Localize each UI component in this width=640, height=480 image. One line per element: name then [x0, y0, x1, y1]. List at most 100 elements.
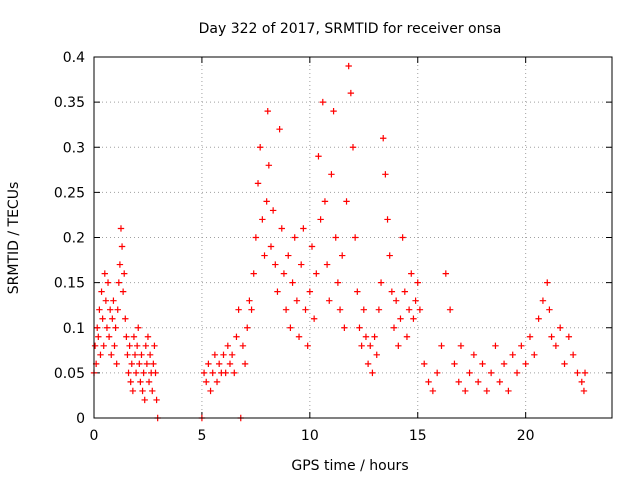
data-point — [231, 369, 238, 377]
data-point — [518, 342, 525, 349]
data-point — [339, 252, 346, 259]
x-tick-label: 20 — [517, 428, 535, 444]
data-point — [285, 252, 292, 259]
data-point — [103, 324, 111, 331]
data-point — [457, 342, 465, 349]
data-point — [127, 378, 134, 386]
data-point — [280, 270, 288, 277]
data-point — [410, 315, 417, 322]
data-point — [139, 387, 146, 395]
data-point — [102, 297, 110, 304]
data-point — [323, 261, 331, 268]
data-point — [125, 369, 132, 377]
data-point — [414, 279, 421, 286]
data-point — [203, 378, 210, 386]
data-point — [278, 225, 285, 232]
data-point — [124, 351, 131, 359]
data-point — [388, 288, 396, 295]
data-point — [116, 261, 124, 268]
data-point — [522, 360, 529, 368]
data-point — [220, 351, 227, 359]
data-point — [265, 162, 273, 169]
data-point — [133, 342, 141, 349]
data-point — [205, 360, 212, 368]
data-point — [416, 306, 424, 313]
data-point — [98, 288, 105, 295]
data-point — [295, 333, 303, 340]
data-point — [308, 243, 316, 250]
axis-ticks: 0 0.05 0.1 0.15 0.2 0.25 0.3 0.35 0.4 0 5 10 15 20 — [54, 50, 612, 444]
data-point — [105, 333, 113, 340]
data-point — [487, 369, 495, 377]
data-point — [384, 216, 391, 223]
data-point — [108, 351, 115, 359]
data-point — [114, 306, 121, 313]
data-point — [474, 378, 482, 386]
data-point — [531, 351, 538, 359]
data-point — [110, 297, 117, 304]
data-point — [315, 153, 322, 160]
y-tick-label: 0.4 — [63, 50, 85, 66]
data-point — [142, 342, 149, 349]
data-point — [341, 324, 348, 331]
data-point — [336, 306, 344, 313]
data-point — [118, 243, 126, 250]
data-point — [505, 387, 512, 395]
data-point — [264, 107, 271, 115]
data-point — [143, 360, 151, 368]
data-point — [408, 270, 415, 277]
grid — [94, 57, 612, 418]
data-point — [100, 342, 107, 349]
data-point — [392, 297, 400, 304]
x-tick-label: 5 — [197, 428, 206, 444]
data-point — [121, 270, 128, 277]
y-tick-label: 0.3 — [63, 140, 85, 156]
data-point — [256, 144, 264, 151]
data-point — [390, 324, 398, 331]
data-point — [317, 216, 324, 223]
data-point — [222, 369, 229, 377]
data-point — [552, 342, 560, 349]
data-point — [291, 234, 298, 241]
data-point — [425, 378, 432, 386]
data-point — [241, 360, 249, 368]
data-point — [360, 306, 367, 313]
data-point — [492, 342, 499, 349]
data-point — [207, 387, 214, 395]
data-point — [544, 279, 551, 286]
data-point — [209, 369, 216, 377]
data-point — [561, 360, 568, 368]
data-point — [364, 360, 372, 368]
data-point — [289, 279, 296, 286]
data-point — [330, 107, 337, 115]
data-point — [215, 360, 223, 368]
data-point — [135, 324, 142, 331]
data-point — [351, 234, 359, 241]
data-point — [557, 324, 564, 331]
data-point — [306, 288, 314, 295]
data-point — [479, 360, 486, 368]
data-point — [367, 342, 374, 349]
data-point — [97, 351, 104, 359]
data-point — [470, 351, 478, 359]
data-point — [141, 396, 148, 404]
data-point — [548, 333, 555, 340]
data-point — [150, 360, 157, 368]
data-point — [282, 306, 290, 313]
data-point — [509, 351, 516, 359]
data-points — [90, 62, 589, 422]
y-tick-label: 0.1 — [63, 321, 85, 337]
data-point — [581, 369, 589, 377]
data-point — [267, 243, 275, 250]
data-point — [496, 378, 503, 386]
data-point — [375, 306, 383, 313]
data-point — [539, 297, 547, 304]
data-point — [382, 171, 389, 178]
data-point — [421, 360, 428, 368]
data-point — [369, 369, 376, 377]
data-point — [111, 342, 118, 349]
data-point — [412, 297, 419, 304]
data-point — [371, 333, 378, 340]
data-point — [345, 62, 352, 70]
data-point — [96, 306, 103, 313]
